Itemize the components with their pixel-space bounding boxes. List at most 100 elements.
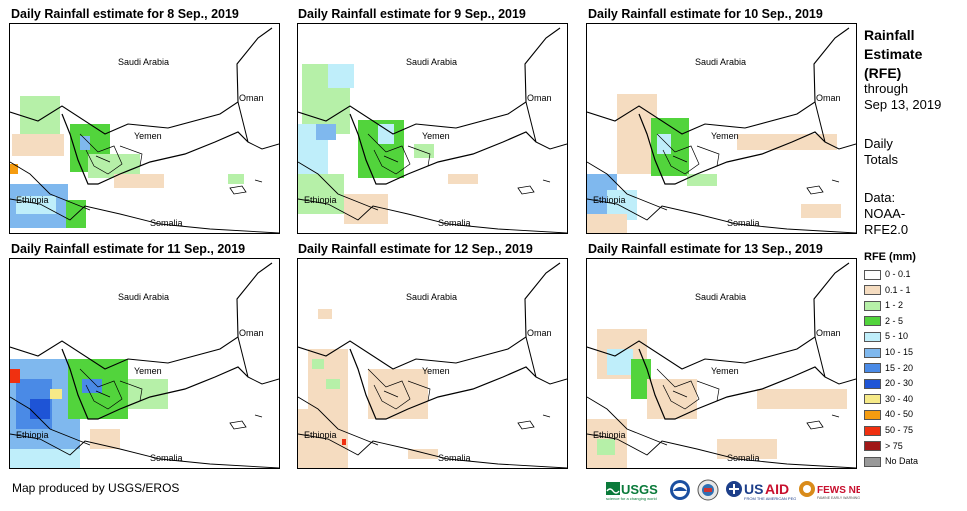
country-borders [10, 27, 279, 233]
svg-text:Ethiopia: Ethiopia [593, 430, 626, 440]
legend-swatch [864, 456, 881, 467]
svg-text:Somalia: Somalia [150, 218, 183, 228]
country-labels: Saudi Arabia Oman Yemen Ethiopia Somalia [16, 57, 264, 228]
svg-text:Yemen: Yemen [711, 366, 739, 376]
legend-label: 1 - 2 [885, 300, 904, 311]
country-labels: Saudi Arabia Oman Yemen Ethiopia Somalia [304, 57, 552, 228]
country-borders [10, 262, 279, 468]
svg-text:Saudi Arabia: Saudi Arabia [695, 57, 746, 67]
svg-text:Oman: Oman [816, 93, 841, 103]
svg-text:Ethiopia: Ethiopia [16, 430, 49, 440]
usgs-logo: USGS science for a changing world [606, 479, 664, 501]
rainfall-fill [10, 96, 244, 228]
legend-label: 40 - 50 [885, 409, 914, 420]
panel-title: Daily Rainfall estimate for 10 Sep., 201… [588, 7, 823, 21]
rainfall-fill [298, 309, 438, 468]
legend-label: No Data [885, 456, 919, 467]
svg-text:Yemen: Yemen [711, 131, 739, 141]
rainfall-map: Saudi Arabia Oman Yemen Ethiopia Somalia [9, 258, 280, 469]
rainfall-fill [587, 329, 847, 468]
svg-text:Ethiopia: Ethiopia [304, 195, 337, 205]
legend-swatch [864, 300, 881, 311]
legend-label: 0 - 0.1 [885, 269, 911, 279]
legend-rfe-title: RFE (mm) [864, 251, 916, 263]
svg-text:Yemen: Yemen [134, 366, 162, 376]
svg-text:Somalia: Somalia [727, 453, 760, 463]
legend-swatch [864, 332, 881, 343]
country-labels: Saudi Arabia Oman Yemen Ethiopia Somalia [593, 292, 841, 463]
svg-text:Oman: Oman [527, 328, 552, 338]
country-borders [298, 262, 567, 468]
svg-text:Saudi Arabia: Saudi Arabia [118, 292, 169, 302]
legend-item: 20 - 30 [864, 377, 913, 391]
legend-label: 0.1 - 1 [885, 284, 911, 295]
legend-swatch [864, 441, 881, 452]
svg-text:Saudi Arabia: Saudi Arabia [406, 57, 457, 67]
svg-text:Ethiopia: Ethiopia [16, 195, 49, 205]
svg-text:Oman: Oman [239, 328, 264, 338]
svg-text:Saudi Arabia: Saudi Arabia [118, 57, 169, 67]
svg-text:AID: AID [765, 481, 789, 497]
legend-item: 0 - 0.1 [864, 268, 911, 282]
country-labels: Saudi Arabia Oman Yemen Ethiopia Somalia [593, 57, 841, 228]
svg-text:Somalia: Somalia [727, 218, 760, 228]
legend-data-label: Data: [864, 190, 896, 205]
map-credit: Map produced by USGS/EROS [12, 481, 180, 495]
svg-text:Yemen: Yemen [422, 131, 450, 141]
rainfall-fill [298, 64, 478, 224]
legend-swatch [864, 425, 881, 436]
usaid-logo: US AID FROM THE AMERICAN PEOPLE [724, 479, 804, 501]
country-borders [298, 27, 567, 233]
legend-label: 5 - 10 [885, 331, 909, 342]
svg-text:USGS: USGS [621, 482, 658, 497]
rainfall-map: Saudi Arabia Oman Yemen Ethiopia Somalia [586, 258, 857, 469]
legend-item: 50 - 75 [864, 424, 913, 438]
country-borders [587, 27, 856, 233]
legend-label: 10 - 15 [885, 347, 914, 357]
legend-label: 20 - 30 [885, 378, 914, 389]
svg-text:FAMINE EARLY WARNING SYSTEMS N: FAMINE EARLY WARNING SYSTEMS NETWORK [817, 496, 860, 500]
legend-item: 30 - 40 [864, 393, 913, 407]
legend-heading-line: Estimate [864, 46, 923, 62]
legend-heading-line: Rainfall [864, 27, 915, 43]
legend-heading: Rainfall Estimate (RFE) [864, 26, 922, 83]
legend-date: Sep 13, 2019 [864, 97, 942, 112]
legend-swatch [864, 363, 881, 374]
legend-item: No Data [864, 455, 918, 469]
legend-swatch [864, 378, 881, 389]
legend-item: 40 - 50 [864, 408, 913, 422]
rainfall-map: Saudi Arabia Oman Yemen Ethiopia Somalia [586, 23, 857, 234]
legend-daily: Daily [864, 136, 893, 151]
doi-logo [696, 479, 720, 501]
legend-label: 50 - 75 [885, 425, 914, 435]
panel-title: Daily Rainfall estimate for 9 Sep., 2019 [298, 7, 526, 21]
legend-heading-line: (RFE) [864, 65, 902, 81]
svg-text:Somalia: Somalia [438, 218, 471, 228]
svg-text:Ethiopia: Ethiopia [304, 430, 337, 440]
legend-data-product: RFE2.0 [864, 222, 909, 237]
legend-through: through [864, 81, 909, 96]
legend-item: 10 - 15 [864, 346, 913, 360]
fews-net-logo: FEWS NET FAMINE EARLY WARNING SYSTEMS NE… [798, 479, 897, 501]
legend-swatch [864, 316, 881, 327]
legend-item: > 75 [864, 440, 903, 454]
legend-label: 2 - 5 [885, 315, 904, 326]
svg-text:US: US [744, 481, 763, 497]
legend-label: > 75 [885, 440, 903, 451]
svg-text:FROM THE AMERICAN PEOPLE: FROM THE AMERICAN PEOPLE [744, 496, 796, 501]
svg-text:Oman: Oman [527, 93, 552, 103]
legend-item: 15 - 20 [864, 362, 913, 376]
svg-text:Somalia: Somalia [438, 453, 471, 463]
legend-label: 30 - 40 [885, 393, 914, 404]
svg-text:Saudi Arabia: Saudi Arabia [695, 292, 746, 302]
legend-data-source: NOAA- [864, 206, 906, 221]
country-labels: Saudi Arabia Oman Yemen Ethiopia Somalia [16, 292, 264, 463]
rainfall-map: Saudi Arabia Oman Yemen Ethiopia Somalia [297, 23, 568, 234]
rainfall-map: Saudi Arabia Oman Yemen Ethiopia Somalia [9, 23, 280, 234]
svg-text:Yemen: Yemen [422, 366, 450, 376]
svg-text:Somalia: Somalia [150, 453, 183, 463]
legend-swatch [864, 394, 881, 405]
svg-text:science for a changing world: science for a changing world [606, 496, 657, 501]
legend-item: 1 - 2 [864, 299, 903, 313]
legend-swatch [864, 269, 881, 280]
